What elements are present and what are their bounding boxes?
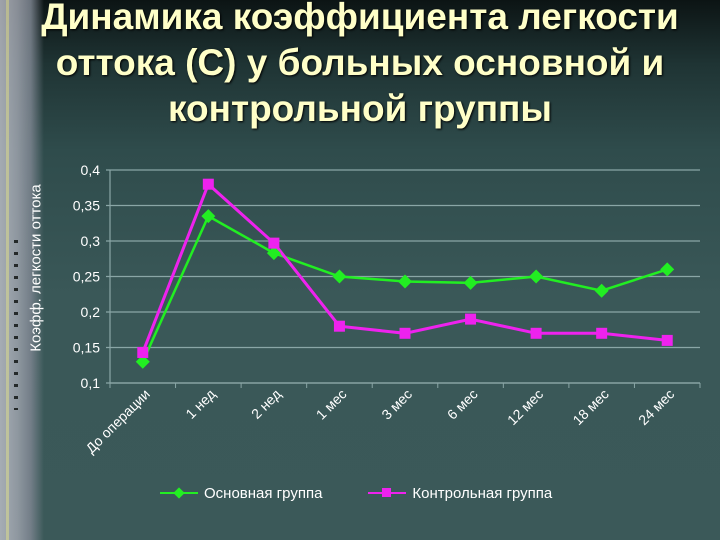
title-line-3: контрольной группы <box>167 88 552 129</box>
y-tick-label: 0,3 <box>81 233 101 249</box>
legend-swatch-control <box>368 486 407 500</box>
diamond-marker-icon <box>463 275 478 290</box>
x-tick-label: 18 мес <box>569 386 611 428</box>
square-marker-icon <box>137 346 149 358</box>
legend-item-main-group: Основная группа <box>160 485 322 502</box>
y-tick-label: 0,25 <box>73 269 100 285</box>
square-marker-icon <box>399 327 411 339</box>
square-marker-icon <box>596 327 608 339</box>
x-tick-label: 1 мес <box>313 386 350 423</box>
y-tick-label: 0,35 <box>73 198 100 214</box>
legend-label-control: Контрольная группа <box>412 484 553 502</box>
diamond-marker-icon <box>529 269 544 284</box>
square-marker-icon <box>530 327 542 339</box>
x-tick-label: 6 мес <box>444 386 481 423</box>
x-tick-label: 1 нед <box>182 386 218 422</box>
square-marker-icon <box>202 178 214 190</box>
x-tick-label: До операции <box>82 386 153 457</box>
decorative-left-strip <box>0 0 44 540</box>
slide-title: Динамика коэффициента легкости оттока (С… <box>0 0 720 132</box>
y-tick-label: 0,15 <box>73 340 100 356</box>
x-tick-label: 2 нед <box>248 386 284 422</box>
diamond-marker-icon <box>135 354 150 369</box>
y-tick-label: 0,1 <box>81 375 101 391</box>
diamond-marker-icon <box>332 269 347 284</box>
legend-label-main: Основная группа <box>204 484 323 502</box>
x-tick-label: 12 мес <box>504 386 546 428</box>
legend-item-control-group: Контрольная группа <box>368 485 552 502</box>
square-marker-icon <box>465 313 477 325</box>
square-marker-icon <box>661 334 673 346</box>
diamond-marker-icon <box>660 262 675 277</box>
legend-swatch-main <box>160 486 198 500</box>
y-tick-label: 0,4 <box>81 162 101 178</box>
x-tick-label: 24 мес <box>635 386 677 428</box>
decorative-dots <box>14 240 18 410</box>
diamond-marker-icon <box>398 274 412 289</box>
series-line <box>141 214 668 363</box>
chart-legend: Основная группа Контрольная группа <box>160 482 598 504</box>
diamond-marker-icon <box>173 487 185 499</box>
x-tick-label: 3 мес <box>378 386 415 423</box>
square-marker-icon <box>268 237 280 249</box>
diamond-marker-icon <box>201 209 216 224</box>
diamond-marker-icon <box>594 283 609 298</box>
square-marker-icon <box>382 488 392 497</box>
decorative-line <box>6 0 9 540</box>
square-marker-icon <box>333 320 345 332</box>
series-line <box>141 181 668 354</box>
title-line-1: Динамика коэффициента легкости <box>41 0 679 37</box>
y-tick-label: 0,2 <box>81 304 101 320</box>
title-line-2: оттока (С) у больных основной и <box>55 42 665 83</box>
diamond-marker-icon <box>266 246 281 261</box>
